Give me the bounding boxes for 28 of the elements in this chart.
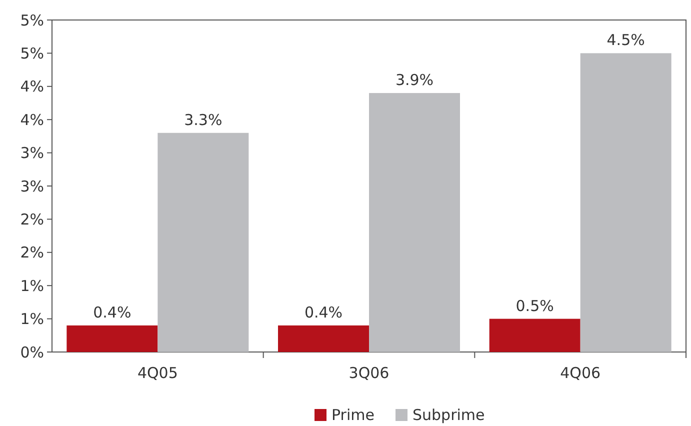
y-tick-label: 5%: [20, 11, 44, 30]
bar: [158, 132, 249, 352]
bar: [66, 325, 158, 352]
y-tick-label: 3%: [20, 144, 44, 162]
legend-label: Subprime: [412, 406, 485, 424]
y-tick-label: 2%: [20, 210, 44, 228]
y-tick-label: 0%: [20, 343, 44, 362]
y-tick-label: 2%: [20, 244, 44, 262]
data-label: 3.9%: [395, 71, 434, 90]
bar: [489, 318, 580, 352]
x-tick-label: 4Q05: [137, 364, 178, 382]
y-tick-label: 5%: [20, 44, 44, 62]
x-tick-label: 4Q06: [560, 364, 601, 382]
legend-label: Prime: [332, 406, 374, 424]
data-label: 0.4%: [304, 303, 343, 322]
data-label: 4.5%: [606, 31, 645, 50]
x-tick-label: 3Q06: [348, 364, 390, 382]
data-label: 3.3%: [184, 110, 222, 129]
y-tick-label: 3%: [20, 177, 44, 196]
y-tick-label: 1%: [20, 276, 44, 295]
y-tick-label: 1%: [20, 310, 44, 328]
data-label: 0.5%: [516, 296, 554, 315]
data-label: 0.4%: [93, 303, 132, 322]
y-tick-label: 4%: [20, 78, 44, 96]
bar: [278, 325, 369, 352]
bar: [580, 53, 672, 352]
bar: [369, 93, 460, 352]
y-tick-label: 4%: [20, 110, 44, 129]
